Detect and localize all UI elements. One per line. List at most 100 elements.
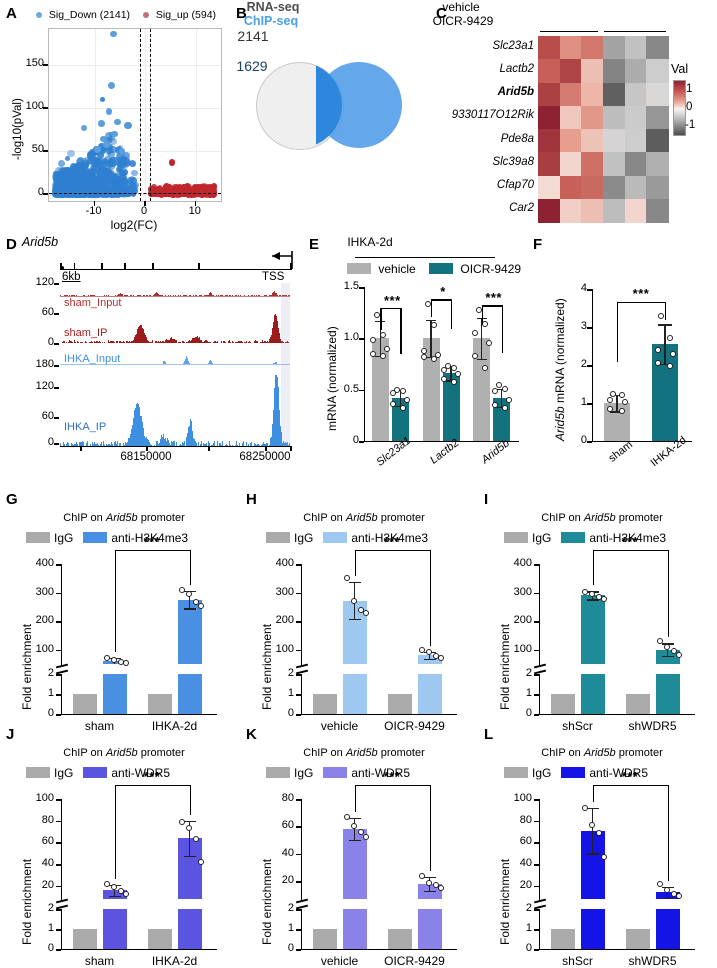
- data-point: [582, 805, 588, 811]
- data-point: [384, 346, 390, 352]
- data-point: [619, 392, 625, 398]
- bar-antibody-lower: [581, 674, 605, 714]
- chip-y-tick: [56, 650, 61, 652]
- volcano-point-down: [81, 125, 87, 131]
- volcano-point-down: [100, 97, 106, 103]
- chip-y-tick: [534, 929, 539, 931]
- heatmap-cell: [625, 36, 647, 60]
- heatmap-cell: [538, 152, 560, 176]
- chip-y-tick-label: 300: [6, 586, 54, 598]
- sig-bracket-arm: [190, 785, 191, 815]
- chip-title-gene: Arid5b: [106, 512, 138, 524]
- chip-y-tick: [56, 821, 61, 823]
- sig-marker: ***: [585, 769, 676, 784]
- volcano-gridline: [196, 29, 197, 201]
- track-signal-bar: [114, 342, 115, 343]
- chip-y-tick: [296, 949, 301, 951]
- heatmap-row-label: 9330117O12Rik: [428, 109, 534, 121]
- bar-igg: [626, 929, 650, 949]
- legend-label-igg: IgG: [54, 766, 73, 780]
- heatmap-colorbar-tick-neg1: -1: [685, 119, 695, 131]
- chip-y-tick: [296, 593, 301, 595]
- data-point: [400, 388, 406, 394]
- legend-swatch-antibody: [323, 532, 347, 543]
- volcano-point-down: [94, 146, 101, 153]
- heatmap-group-rule-vehicle: [540, 31, 598, 32]
- heatmap-cell: [625, 59, 647, 83]
- track-y-tick-label: 60: [4, 306, 54, 318]
- volcano-threshold-hline: [49, 193, 221, 194]
- heatmap-cell: [625, 129, 647, 153]
- panel-l-y-axis-lower: [539, 909, 540, 950]
- chip-y-tick: [534, 864, 539, 866]
- volcano-point-down: [106, 108, 113, 115]
- panel-f-y-tick: [587, 365, 592, 367]
- panel-e-header: IHKA-2d: [305, 235, 435, 249]
- heatmap-cell: [603, 59, 625, 83]
- bar-igg: [73, 929, 97, 949]
- chip-y-tick: [534, 564, 539, 566]
- legend-swatch-antibody: [83, 767, 107, 778]
- data-point: [111, 657, 117, 663]
- panel-i-title: ChIP on Arid5b promoter: [502, 512, 702, 524]
- data-point: [658, 313, 664, 319]
- data-point: [431, 356, 437, 362]
- panel-i-y-axis-lower: [539, 674, 540, 715]
- panel-j-y-axis-upper: [61, 799, 62, 901]
- error-cap: [587, 808, 599, 809]
- track-signal-bar: [117, 341, 118, 343]
- sig-bracket-arm: [190, 550, 191, 585]
- track-y-tick-label: 60: [4, 410, 54, 422]
- panel-g-title: ChIP on Arid5b promoter: [24, 512, 224, 524]
- data-point: [198, 603, 204, 609]
- volcano-point-up: [190, 191, 196, 197]
- heatmap-cell: [625, 106, 647, 130]
- data-point: [419, 873, 425, 879]
- chip-y-tick: [534, 650, 539, 652]
- axis-break-mark: [534, 664, 546, 669]
- panel-d-x-tick: [80, 446, 82, 451]
- heatmap-cell: [560, 36, 582, 60]
- track-signal-bar: [250, 342, 251, 343]
- chip-y-title: Fold enrichment: [498, 859, 512, 945]
- chip-y-tick: [534, 621, 539, 623]
- chip-y-tick: [56, 842, 61, 844]
- panel-b-letter: B: [236, 6, 247, 21]
- data-point: [186, 825, 192, 831]
- panel-g-x-axis: [61, 714, 217, 715]
- sig-bracket-arm: [380, 308, 381, 330]
- bar-igg: [551, 694, 575, 714]
- data-point: [472, 330, 478, 336]
- data-point: [607, 397, 613, 403]
- legend-dot-sig-down: [36, 12, 42, 18]
- heatmap-cell: [560, 152, 582, 176]
- heatmap-cell: [581, 199, 603, 223]
- panel-a-y-tick: [43, 64, 48, 66]
- track-y-tick-label: 120: [4, 380, 54, 392]
- data-point: [111, 884, 117, 890]
- data-point: [438, 655, 444, 661]
- panel-a-x-tick-label: -10: [72, 205, 116, 217]
- chip-y-tick: [296, 714, 301, 716]
- heatmap-row-label: Arid5b: [428, 86, 534, 98]
- panel-i-x-axis: [539, 714, 695, 715]
- error-cap: [662, 898, 674, 899]
- data-point: [657, 881, 663, 887]
- sig-bracket-arm: [400, 308, 401, 354]
- track-label: sham_IP: [64, 327, 107, 339]
- data-point: [179, 819, 185, 825]
- legend-label-igg: IgG: [294, 531, 313, 545]
- volcano-point-down: [91, 177, 96, 182]
- panel-e-y-title: mRNA (normalized): [325, 326, 339, 431]
- bar-antibody-lower: [103, 674, 127, 714]
- sig-marker: ***: [478, 290, 510, 305]
- chip-title-gene: Arid5b: [106, 747, 138, 759]
- sig-bracket-arm: [115, 785, 116, 879]
- chip-y-tick-label: 300: [246, 586, 294, 598]
- error-cap: [424, 891, 436, 892]
- chip-y-tick: [296, 826, 301, 828]
- volcano-point-down: [95, 185, 101, 191]
- data-point: [104, 655, 110, 661]
- heatmap-cell: [581, 106, 603, 130]
